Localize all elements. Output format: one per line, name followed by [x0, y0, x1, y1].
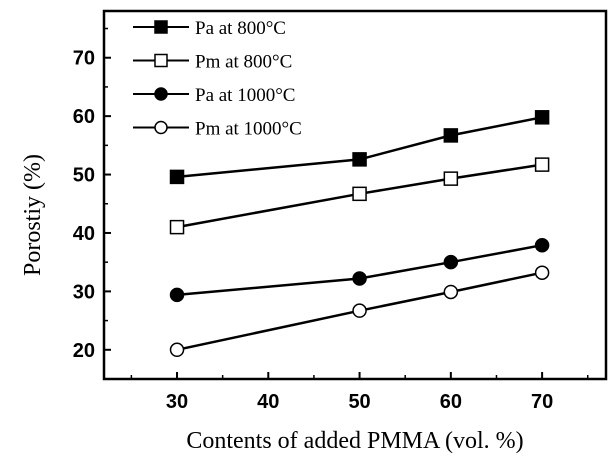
- legend-marker: [154, 53, 168, 68]
- y-tick-label: 40: [73, 223, 95, 245]
- data-point: [169, 287, 185, 303]
- data-point: [352, 303, 367, 318]
- data-point: [169, 219, 185, 235]
- y-tick-label: 50: [73, 165, 95, 187]
- data-point: [534, 265, 550, 280]
- series-line-3: [176, 243, 543, 297]
- data-point: [352, 186, 367, 202]
- y-axis-ticks: 20 30 40 50 60 70: [73, 27, 111, 380]
- series-line-4: [176, 271, 543, 352]
- plot-area-border: [102, 9, 608, 381]
- data-point: [169, 342, 185, 358]
- data-point: [443, 128, 459, 143]
- x-axis-title: Contents of added PMMA (vol. %): [186, 428, 523, 454]
- legend-label: Pa at 1000°C: [195, 85, 295, 106]
- legend-marker: [154, 87, 168, 101]
- series-line-1: [176, 116, 543, 179]
- x-axis-ticks: 30 40 50 60 70: [130, 372, 589, 413]
- y-tick-label: 70: [73, 48, 95, 70]
- data-point: [352, 271, 367, 286]
- legend-marker: [154, 120, 168, 135]
- x-tick-label: 70: [531, 391, 553, 413]
- x-tick-label: 40: [257, 391, 279, 413]
- legend-label: Pa at 800°C: [195, 18, 286, 39]
- data-point: [443, 254, 459, 270]
- legend-label: Pm at 1000°C: [195, 119, 302, 140]
- data-point: [534, 237, 550, 253]
- data-point: [534, 157, 550, 172]
- data-point: [534, 110, 550, 125]
- data-point: [443, 171, 459, 186]
- series-lines: [176, 116, 543, 352]
- y-tick-label: 60: [73, 106, 95, 128]
- data-point: [352, 152, 367, 167]
- series-markers: [169, 110, 550, 358]
- x-tick-label: 50: [348, 391, 370, 413]
- x-tick-label: 30: [166, 391, 188, 413]
- legend: Pa at 800°C Pm at 800°C Pa at 1000°C Pm at …: [133, 18, 302, 140]
- legend-label: Pm at 800°C: [195, 52, 292, 73]
- x-tick-label: 60: [440, 391, 462, 413]
- y-tick-label: 20: [73, 340, 95, 362]
- plot-frame: [102, 9, 608, 381]
- data-point: [443, 284, 459, 300]
- legend-marker: [154, 20, 168, 34]
- series-line-2: [176, 163, 543, 229]
- data-point: [169, 169, 185, 185]
- y-axis-title: Porostiy (%): [20, 154, 46, 276]
- y-tick-label: 30: [73, 281, 95, 303]
